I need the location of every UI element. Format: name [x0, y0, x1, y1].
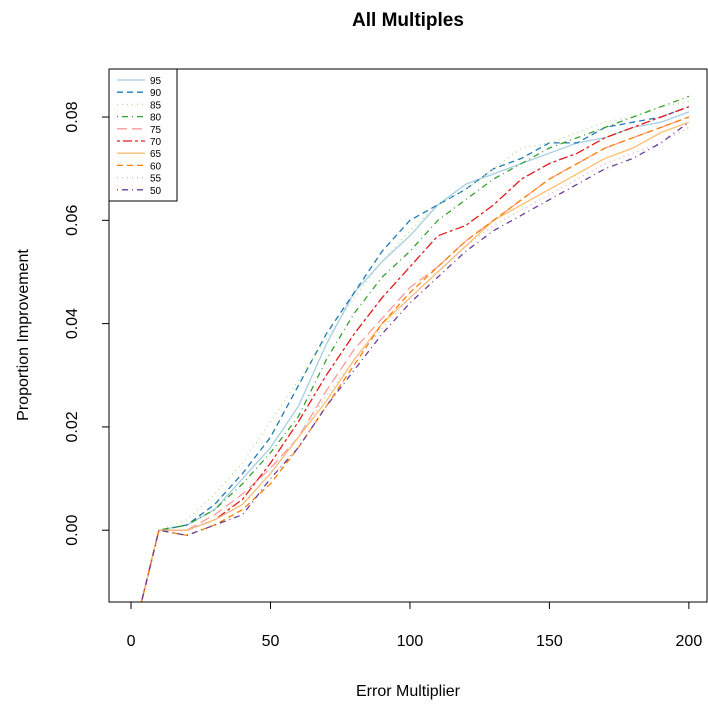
- series-line: [140, 126, 690, 602]
- legend-label: 85: [150, 100, 162, 111]
- x-tick-label: 150: [536, 633, 563, 650]
- legend-label: 65: [150, 149, 162, 160]
- legend-label: 75: [150, 125, 162, 136]
- y-tick-label: 0.00: [64, 515, 81, 546]
- y-axis-title: Proportion Improvement: [15, 249, 32, 421]
- legend-label: 60: [150, 161, 162, 172]
- series-line: [140, 106, 690, 602]
- legend-label: 90: [150, 88, 162, 99]
- legend-label: 80: [150, 113, 162, 124]
- series-line: [140, 100, 689, 602]
- legend-label: 55: [150, 174, 162, 185]
- legend-label: 95: [150, 76, 162, 87]
- x-axis-title: Error Multiplier: [356, 683, 461, 700]
- x-tick-label: 100: [397, 633, 424, 650]
- x-tick-label: 0: [127, 633, 136, 650]
- series-line: [140, 121, 690, 602]
- x-tick-label: 200: [676, 633, 703, 650]
- y-tick-label: 0.02: [64, 411, 81, 442]
- y-tick-label: 0.04: [64, 308, 81, 339]
- series-line: [140, 121, 690, 602]
- y-tick-label: 0.08: [64, 101, 81, 132]
- legend-label: 50: [150, 186, 162, 197]
- plot-area: [140, 95, 690, 602]
- series-line: [140, 106, 690, 602]
- legend-box: [108, 68, 178, 202]
- series-line: [140, 95, 690, 602]
- series-line: [140, 116, 690, 602]
- legend-label: 70: [150, 137, 162, 148]
- series-line: [140, 111, 690, 602]
- chart-title: All Multiples: [352, 10, 464, 31]
- series-line: [140, 116, 690, 602]
- x-tick-label: 50: [262, 633, 280, 650]
- y-tick-label: 0.06: [64, 205, 81, 236]
- plot-box: [108, 68, 708, 603]
